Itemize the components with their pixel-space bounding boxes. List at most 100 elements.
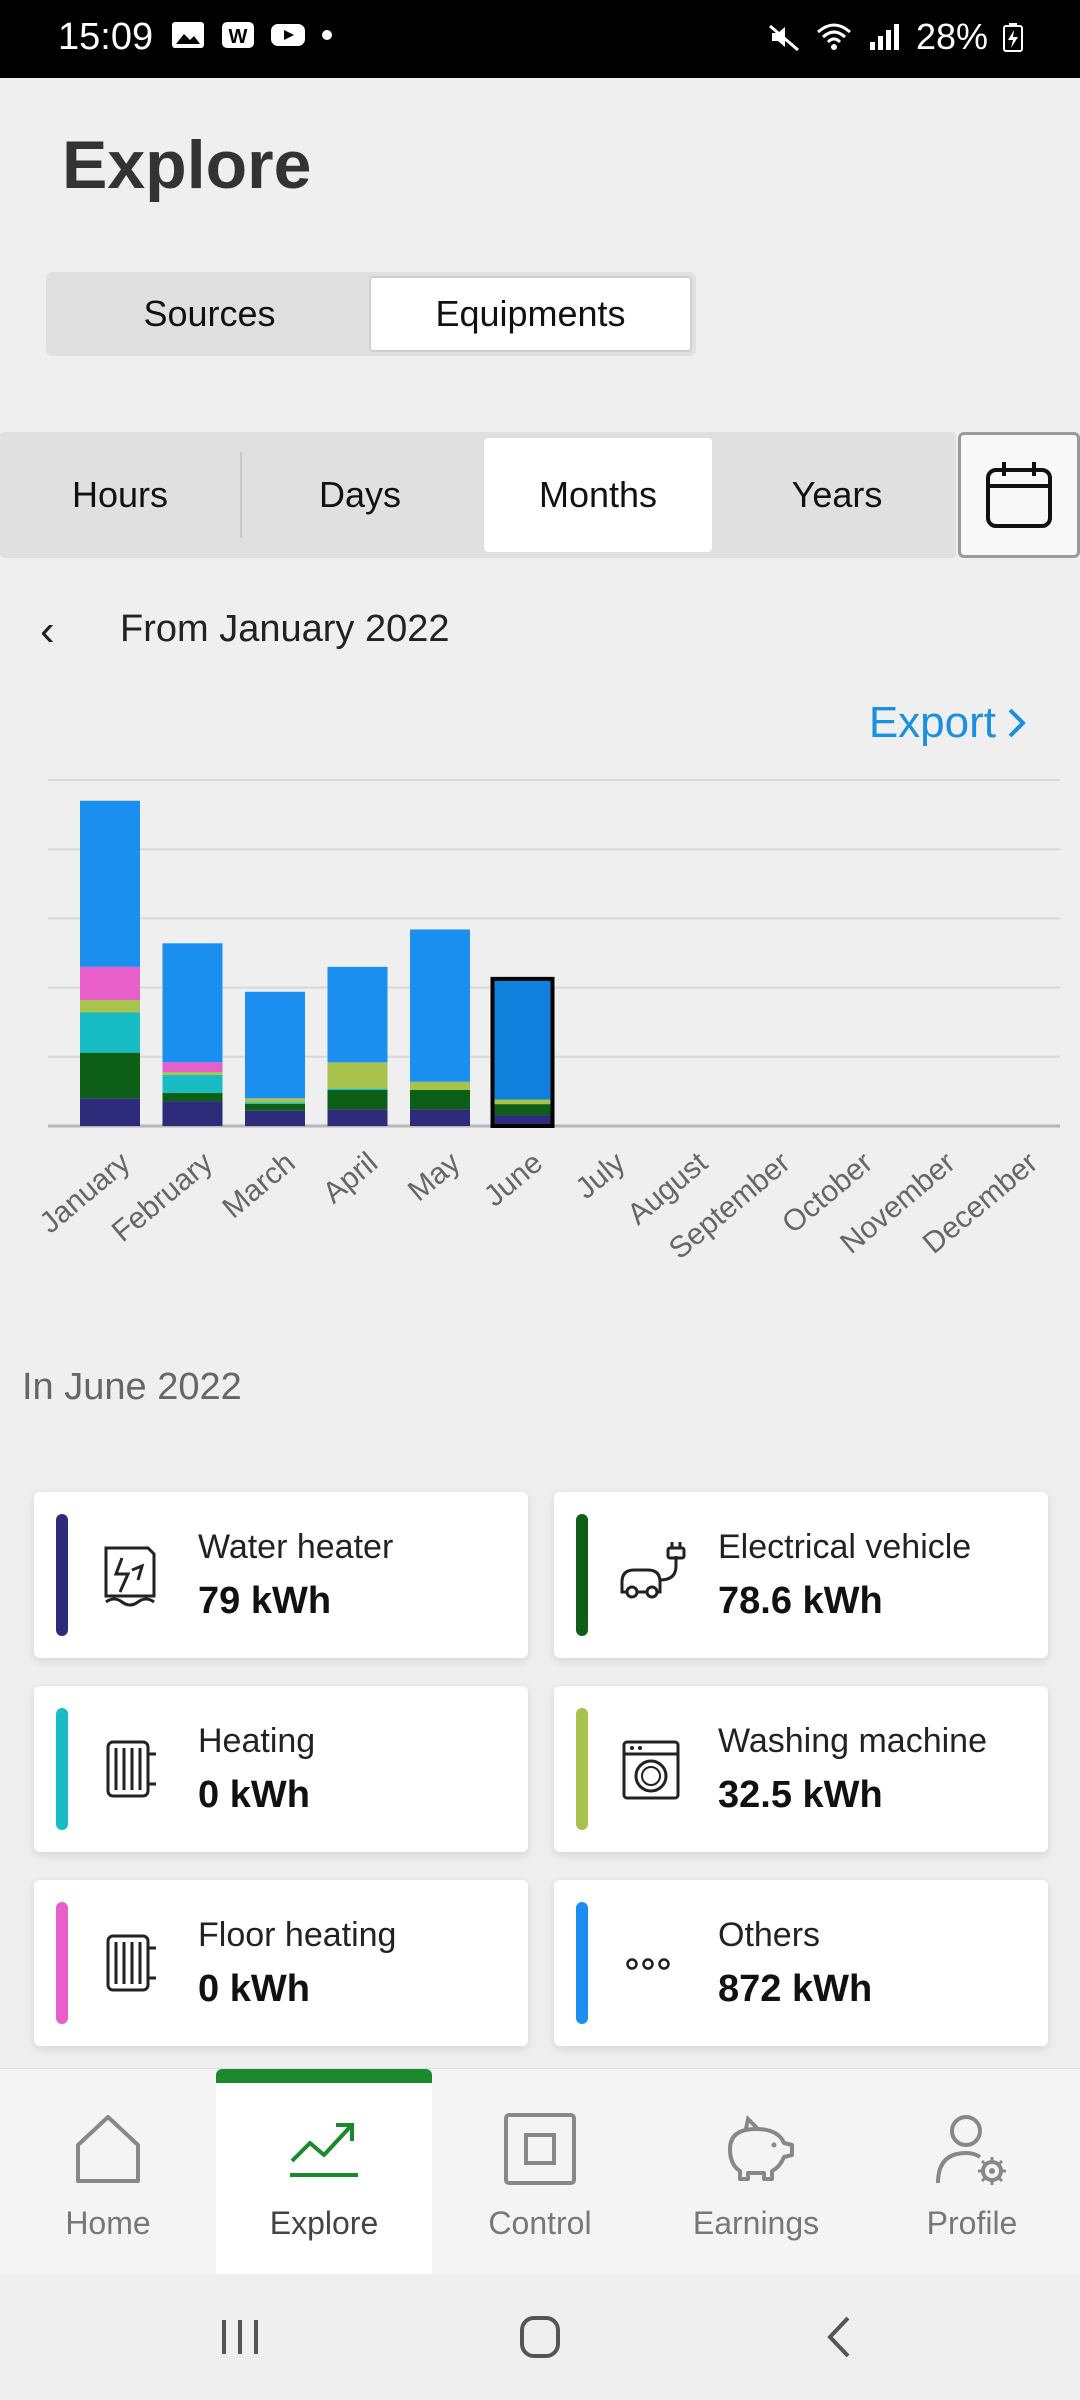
bar-segment-heating [245, 1102, 305, 1104]
signal-icon [869, 24, 899, 50]
back-icon[interactable] [810, 2312, 870, 2362]
color-stripe [576, 1708, 588, 1830]
status-bar: 15:09 W 28% [0, 0, 1080, 78]
w-app-icon: W [222, 22, 254, 48]
bar-segment-washing-machine [245, 1098, 305, 1103]
bar-segment-washing-machine [492, 1099, 553, 1105]
card-name: Washing machine [718, 1722, 987, 1760]
toggle-equipments[interactable]: Equipments [369, 276, 692, 352]
bar-may[interactable] [410, 929, 470, 1126]
card-value: 78.6 kWh [718, 1580, 883, 1622]
chevron-left-icon[interactable]: ‹ [40, 606, 55, 655]
page-title: Explore [62, 127, 312, 203]
card-water-heater[interactable]: Water heater 79 kWh [34, 1492, 528, 1658]
color-stripe [56, 1708, 68, 1830]
active-indicator [216, 2069, 432, 2083]
card-name: Floor heating [198, 1916, 397, 1954]
date-range-row: ‹ From January 2022 [0, 600, 1080, 660]
bar-segment-heating [327, 1088, 388, 1091]
card-washing-machine[interactable]: Washing machine 32.5 kWh [554, 1686, 1048, 1852]
x-tick-label: June [478, 1146, 549, 1213]
period-tab-bar [0, 432, 956, 558]
bar-february[interactable] [162, 943, 223, 1126]
color-stripe [56, 1514, 68, 1636]
bar-january[interactable] [80, 800, 140, 1126]
nav-label: Home [65, 2205, 151, 2241]
card-name: Water heater [198, 1528, 394, 1566]
color-stripe [576, 1902, 588, 2024]
system-status: 28% [766, 16, 1024, 58]
bar-segment-heating [162, 1074, 223, 1093]
card-name: Others [718, 1916, 821, 1954]
bar-segment-others [80, 800, 140, 967]
recent-apps-icon[interactable] [210, 2312, 270, 2362]
system-nav-bar [0, 2274, 1080, 2400]
bar-segment-others [327, 966, 388, 1063]
card-others[interactable]: Others 872 kWh [554, 1880, 1048, 2046]
bar-segment-heating [80, 1012, 140, 1053]
tab-hours[interactable]: Hours [71, 474, 169, 515]
bar-segment-floor-heating [80, 966, 140, 1001]
bottom-nav: Home Explore Control Earnings [0, 2068, 1080, 2275]
bar-segment-water-heater [162, 1101, 223, 1126]
notification-icons: W [170, 20, 334, 50]
nav-profile[interactable]: Profile [864, 2069, 1080, 2275]
nav-earnings[interactable]: Earnings [648, 2069, 864, 2275]
tab-days[interactable]: Days [318, 474, 402, 515]
bar-segment-water-heater [327, 1109, 388, 1126]
export-link[interactable]: Export [869, 698, 1028, 748]
bar-segment-electrical-vehicle [245, 1103, 305, 1111]
bar-segment-water-heater [245, 1110, 305, 1126]
color-stripe [576, 1514, 588, 1636]
piggy-bank-icon [728, 2114, 794, 2181]
card-name: Electrical vehicle [718, 1528, 972, 1566]
card-value: 872 kWh [718, 1968, 873, 2010]
dot-icon [322, 30, 332, 40]
card-value: 79 kWh [198, 1580, 332, 1622]
card-floor-heating[interactable]: Floor heating 0 kWh [34, 1880, 528, 2046]
nav-home[interactable]: Home [0, 2069, 216, 2275]
svg-text:W: W [229, 26, 248, 48]
bar-segment-washing-machine [162, 1072, 223, 1075]
monthly-consumption-chart: January February March April May June July Augu… [0, 760, 1080, 1300]
period-tabs: Hours Days Months Years [0, 432, 1080, 558]
date-range-label: From January 2022 [120, 608, 450, 650]
card-heating[interactable]: Heating 0 kWh [34, 1686, 528, 1852]
radiator-icon [106, 1740, 156, 1798]
chevron-right-icon [1008, 708, 1026, 738]
color-stripe [56, 1902, 68, 2024]
bar-segment-electrical-vehicle [80, 1052, 140, 1099]
chart-trend-icon [290, 2123, 358, 2177]
calendar-icon [986, 462, 1052, 528]
source-equipment-toggle: Sources Equipments [46, 272, 696, 356]
x-tick-label: May [402, 1146, 467, 1208]
calendar-button[interactable] [958, 432, 1080, 558]
toggle-sources[interactable]: Sources [143, 293, 276, 334]
bar-april[interactable] [327, 966, 388, 1126]
bar-segment-washing-machine [80, 1000, 140, 1013]
radiator-icon [106, 1934, 156, 1992]
bar-segment-others [245, 991, 305, 1099]
home-button-icon[interactable] [510, 2312, 570, 2362]
nav-explore[interactable]: Explore [216, 2069, 432, 2275]
nav-control[interactable]: Control [432, 2069, 648, 2275]
bar-march[interactable] [245, 991, 305, 1126]
water-heater-icon [104, 1546, 156, 1607]
bar-segment-electrical-vehicle [162, 1092, 223, 1102]
tab-divider [240, 452, 242, 538]
gallery-icon [172, 22, 204, 48]
card-name: Heating [198, 1722, 316, 1760]
tab-months[interactable]: Months [484, 438, 712, 552]
x-tick-label: April [317, 1146, 384, 1210]
washing-machine-icon [622, 1740, 680, 1800]
x-tick-label: July [569, 1146, 631, 1206]
bar-segment-water-heater [80, 1098, 140, 1126]
bar-june[interactable] [490, 976, 555, 1128]
card-electrical-vehicle[interactable]: Electrical vehicle 78.6 kWh [554, 1492, 1048, 1658]
bar-segment-electrical-vehicle [492, 1104, 553, 1116]
export-label: Export [868, 698, 996, 747]
youtube-icon [271, 24, 305, 46]
bar-segment-water-heater [410, 1109, 470, 1126]
tab-years[interactable]: Years [791, 474, 883, 515]
